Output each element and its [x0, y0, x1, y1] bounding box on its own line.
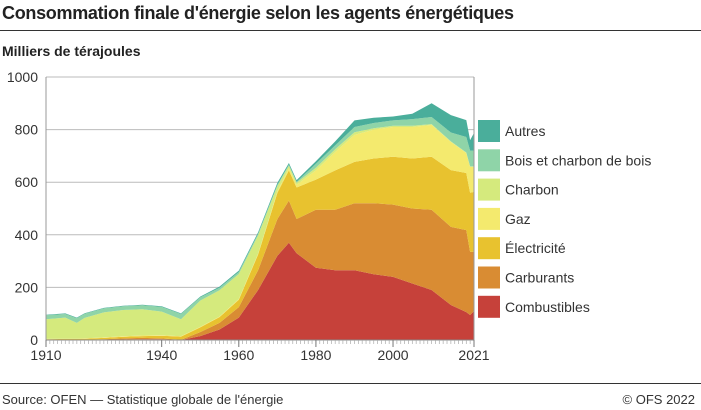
- legend-swatch: [478, 120, 500, 142]
- area-gaz: [46, 124, 474, 340]
- x-tick-label: 2021: [458, 347, 489, 363]
- legend-label: Autres: [505, 123, 545, 139]
- x-tick-label: 1980: [300, 347, 331, 363]
- y-tick-label: 1000: [7, 69, 38, 85]
- y-axis-label: Milliers de térajoules: [2, 43, 141, 59]
- area-charbon: [46, 124, 474, 339]
- area-carburants: [46, 200, 474, 340]
- area--lectricit-: [46, 156, 474, 340]
- legend-label: Combustibles: [505, 299, 590, 315]
- source-note: Source: OFEN — Statistique globale de l'…: [2, 392, 284, 407]
- legend-label: Gaz: [505, 211, 531, 227]
- legend-label: Charbon: [505, 182, 559, 198]
- legend-swatch: [478, 178, 500, 201]
- legend-label: Électricité: [505, 240, 566, 256]
- y-tick-label: 200: [15, 279, 39, 295]
- legend-swatch: [478, 295, 500, 318]
- y-tick-label: 800: [15, 122, 39, 138]
- copyright: © OFS 2022: [622, 392, 695, 407]
- x-tick-label: 1960: [223, 347, 254, 363]
- y-tick-label: 600: [15, 174, 39, 190]
- x-tick-label: 1910: [30, 347, 61, 363]
- legend-label: Carburants: [505, 270, 574, 286]
- y-tick-label: 400: [15, 227, 39, 243]
- area-combustibles: [46, 242, 474, 340]
- y-tick-label: 0: [30, 332, 38, 348]
- legend-swatch: [478, 149, 500, 172]
- x-tick-label: 2000: [377, 347, 408, 363]
- footer-rule: [0, 383, 701, 384]
- chart-title: Consommation finale d'énergie selon les …: [2, 3, 514, 23]
- legend-label: Bois et charbon de bois: [505, 152, 651, 168]
- title-rule: [0, 30, 701, 31]
- legend-swatch: [478, 207, 500, 230]
- legend-swatch: [478, 266, 500, 289]
- x-tick-label: 1940: [146, 347, 177, 363]
- legend-swatch: [478, 237, 500, 260]
